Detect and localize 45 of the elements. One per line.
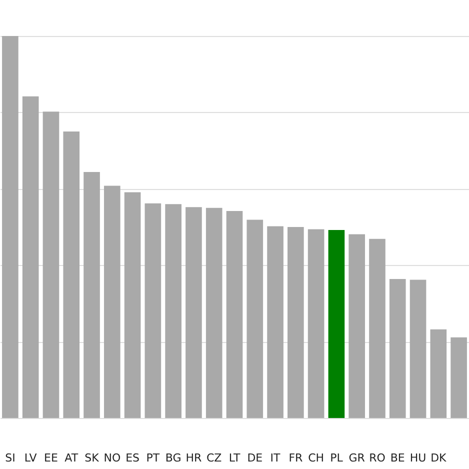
x-tick-label: IT	[270, 452, 281, 464]
x-tick-label: PT	[146, 452, 160, 464]
x-tick-label: HU	[410, 452, 426, 464]
x-tick-label: HR	[186, 452, 202, 464]
bar	[2, 36, 18, 418]
bar	[206, 208, 222, 418]
x-tick-label: LV	[24, 452, 38, 464]
x-tick-label: GR	[348, 452, 366, 464]
x-tick-label: LT	[228, 452, 240, 464]
bar	[63, 132, 80, 418]
x-tick-label: ES	[126, 452, 140, 464]
bar	[348, 234, 366, 418]
x-tick-label: CZ	[206, 452, 222, 464]
bar	[84, 172, 100, 418]
x-tick-label: RO	[369, 452, 386, 464]
bar	[246, 220, 264, 418]
x-tick-label: SI	[5, 452, 16, 464]
bar	[267, 226, 284, 418]
bar	[308, 229, 324, 418]
bar	[42, 112, 60, 418]
bar	[144, 203, 162, 418]
x-tick-label: PL	[330, 452, 344, 464]
bar	[389, 278, 406, 418]
bar	[450, 337, 467, 418]
x-tick-label: BE	[390, 452, 405, 464]
x-tick-label: DK	[430, 452, 448, 464]
bar	[104, 186, 120, 418]
bar	[430, 329, 447, 418]
x-tick-label: BG	[165, 452, 182, 464]
x-tick-label: SK	[84, 452, 100, 464]
bar	[328, 230, 345, 418]
bar	[22, 96, 39, 418]
x-tick-label: CH	[308, 452, 324, 464]
bar	[369, 238, 386, 418]
bar	[124, 192, 141, 418]
bar	[165, 204, 182, 418]
bar	[410, 280, 426, 418]
x-tick-label: NO	[104, 452, 121, 464]
bar	[186, 207, 202, 418]
bar	[226, 210, 243, 418]
x-tick-label: DE	[247, 452, 263, 464]
x-tick-label: FR	[288, 452, 304, 464]
bar	[288, 227, 304, 418]
x-tick-label: EE	[44, 452, 58, 464]
x-tick-label: AT	[64, 452, 78, 464]
